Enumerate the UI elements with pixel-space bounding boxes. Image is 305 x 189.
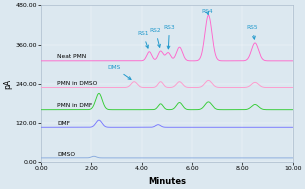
Text: DMF: DMF [57, 121, 70, 126]
Text: RS1: RS1 [137, 31, 149, 48]
Text: RS4: RS4 [201, 9, 213, 14]
Text: DMSO: DMSO [57, 152, 75, 157]
Text: RS2: RS2 [150, 28, 161, 47]
Text: RS5: RS5 [247, 25, 258, 39]
Text: PMN in DMF: PMN in DMF [57, 103, 93, 108]
Text: RS3: RS3 [163, 25, 175, 49]
Text: DMS: DMS [107, 65, 131, 79]
Text: Neat PMN: Neat PMN [57, 54, 87, 59]
Text: PMN in DMSO: PMN in DMSO [57, 81, 98, 86]
X-axis label: Minutes: Minutes [148, 177, 186, 186]
Y-axis label: pA: pA [3, 79, 13, 89]
